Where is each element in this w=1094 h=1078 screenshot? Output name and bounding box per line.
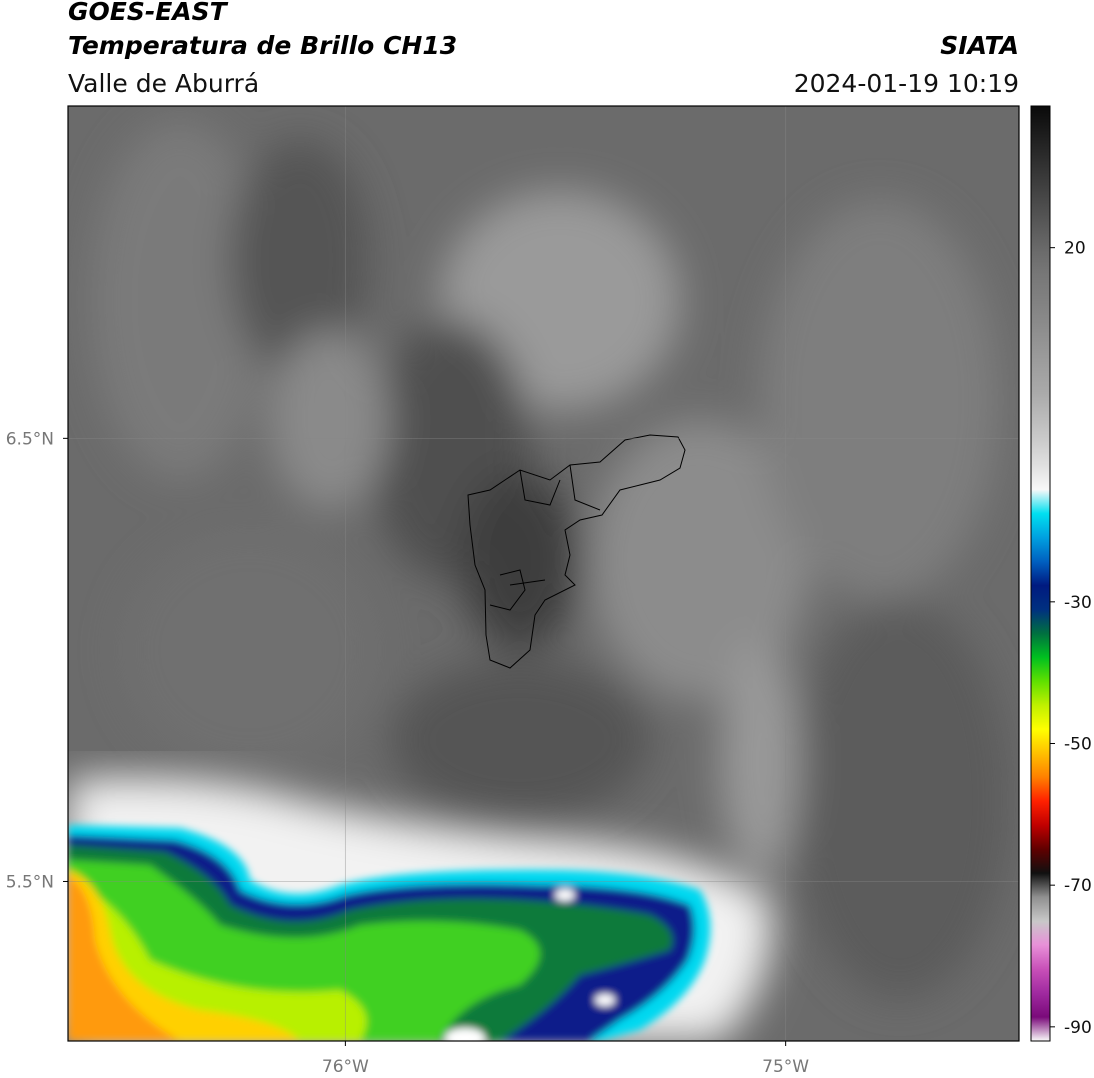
timestamp: 2024-01-19 10:19	[794, 69, 1019, 98]
colorbar-tick-label: 20	[1064, 239, 1086, 259]
y-tick-label: 6.5°N	[6, 429, 54, 449]
y-tick-label: 5.5°N	[6, 872, 54, 892]
x-tick-label: 76°W	[322, 1057, 369, 1077]
source: SIATA	[940, 31, 1019, 60]
title: GOES-EAST	[68, 0, 229, 26]
colorbar-tick-label: -50	[1064, 735, 1092, 755]
municipality-boundaries	[467, 434, 686, 669]
colorbar-tick-label: -70	[1064, 876, 1092, 896]
colorbar-tick-label: -90	[1064, 1018, 1092, 1038]
subtitle: Temperatura de Brillo CH13	[68, 31, 457, 60]
colorbar	[1030, 105, 1051, 1042]
region: Valle de Aburrá	[68, 69, 259, 98]
satellite-image	[68, 106, 1019, 1041]
x-tick-label: 75°W	[762, 1057, 809, 1077]
map-frame	[67, 105, 1020, 1042]
colorbar-tick-label: -30	[1064, 593, 1092, 613]
